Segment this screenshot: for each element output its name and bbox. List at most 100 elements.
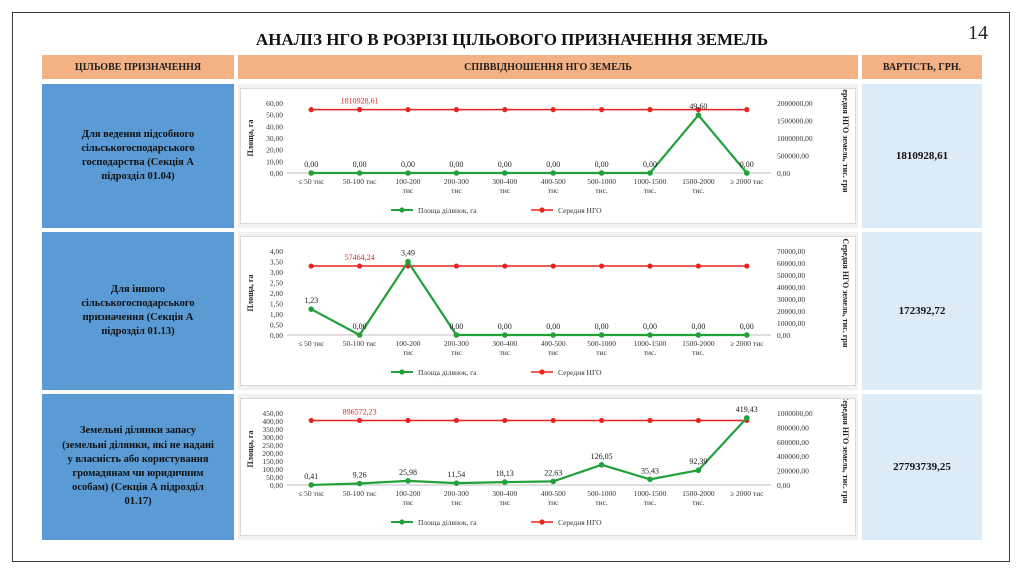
y2-tick-label: 0,00 (777, 169, 790, 178)
page-title: АНАЛІЗ НГО В РОЗРІЗІ ЦІЛЬОВОГО ПРИЗНАЧЕН… (255, 30, 769, 49)
ngo-data-label: 896572,23 (343, 407, 377, 416)
x-tick-label: ≥ 2000 тис (730, 177, 764, 186)
y2-axis-title: Середня НГО земель, тис. грн (841, 89, 850, 193)
y-tick-label: 60,00 (266, 99, 283, 108)
area-series-line (311, 113, 748, 175)
legend-area-marker (399, 207, 405, 213)
ngo-data-label: 1810928,61 (341, 97, 379, 106)
slide-number: 14 (968, 22, 988, 44)
y2-tick-label: 0,00 (777, 481, 790, 490)
area-point (308, 306, 314, 312)
area-point (647, 476, 653, 483)
ngo-point (599, 417, 605, 424)
ngo-point (695, 107, 701, 113)
area-data-label: 25,98 (399, 468, 417, 477)
x-tick-label: 100-200 тис (396, 177, 421, 195)
y-tick-label: 0,50 (270, 321, 283, 330)
area-data-label: 0,00 (740, 160, 754, 169)
x-tick-label: 400-500 тис (541, 339, 566, 357)
y-tick-label: 1,00 (270, 310, 283, 319)
y2-tick-label: 200000,00 (777, 467, 809, 476)
y2-tick-label: 500000,00 (777, 152, 809, 161)
y-tick-label: 150,00 (262, 457, 283, 466)
y2-tick-label: 2000000,00 (777, 99, 813, 108)
chart-3-svg: 450,00400,00350,00300,00250,00200,00150,… (246, 395, 850, 527)
ngo-data-label: 57464,24 (345, 253, 375, 262)
y-axis-title: Площа, га (246, 119, 255, 156)
y-tick-label: 50,00 (266, 111, 283, 120)
ngo-point (502, 417, 508, 424)
area-data-label: 419,43 (736, 405, 758, 414)
y2-axis-title: Середня НГО земель, тис. грн (841, 239, 850, 348)
x-tick-label: 1000-1500 тис. (634, 339, 667, 357)
area-point (308, 170, 314, 176)
y-axis-title: Площа, га (246, 430, 255, 467)
y-tick-label: 0,00 (270, 481, 283, 490)
y-tick-label: 10,00 (266, 157, 283, 166)
y-axis-title: Площа, га (246, 274, 255, 311)
area-point (598, 462, 605, 468)
y-tick-label: 450,00 (262, 409, 283, 418)
area-point (356, 480, 363, 487)
legend-ngo-marker (539, 369, 545, 375)
area-point (453, 332, 460, 338)
ngo-point (744, 107, 750, 113)
ngo-point (550, 417, 556, 424)
area-data-label: 0,41 (304, 472, 318, 481)
y2-tick-label: 40000,00 (777, 283, 805, 292)
x-tick-label: 100-200 тис (396, 339, 421, 357)
chart-cell-3: 450,00 400,00 350,00 300,00 250,00 200,00 150,… (238, 394, 858, 540)
ngo-point (357, 107, 363, 113)
area-point (502, 332, 508, 338)
x-tick-label: 400-500 тис (541, 489, 566, 507)
area-point (744, 415, 750, 421)
y-tick-label: 4,00 (270, 247, 283, 256)
chart-3: 450,00 400,00 350,00 300,00 250,00 200,00 150,… (240, 395, 856, 536)
area-point (405, 478, 411, 484)
area-data-label: 0,00 (304, 160, 318, 169)
area-point (502, 479, 508, 485)
area-point (744, 170, 750, 176)
row-label-3: Земельні ділянки запасу (земельні ділянк… (42, 394, 234, 540)
area-data-label: 18,13 (496, 469, 514, 478)
ngo-point (502, 107, 508, 113)
chart-2: 4,00 3,50 3,00 2,50 2,00 1,50 1,00 0,50 0,00 7000… (240, 236, 856, 386)
area-point (550, 478, 556, 485)
y-tick-label: 3,00 (270, 268, 283, 277)
x-tick-label: ≤ 50 тис (298, 339, 325, 348)
y2-tick-label: 20000,00 (777, 307, 805, 316)
y-tick-label: 400,00 (262, 417, 283, 426)
area-data-label: 0,00 (449, 160, 463, 169)
legend-ngo-marker (539, 207, 545, 213)
area-data-label: 0,00 (546, 160, 560, 169)
ngo-point (357, 417, 363, 424)
ngo-point (502, 263, 508, 269)
area-series-line (310, 259, 747, 337)
y-tick-label: 40,00 (266, 122, 283, 131)
area-point (695, 467, 702, 474)
x-tick-label: 400-500 тис (541, 177, 566, 195)
y-tick-label: 30,00 (266, 134, 283, 143)
y2-tick-label: 30000,00 (777, 295, 805, 304)
area-data-label: 0,00 (498, 322, 512, 331)
area-data-label: 0,00 (353, 322, 367, 331)
legend-ngo-label: Середня НГО (558, 368, 602, 377)
x-tick-label: 500-1000 тис. (587, 177, 616, 195)
y-tick-label: 200,00 (262, 449, 283, 458)
x-tick-label: 50-100 тис (343, 339, 377, 348)
y2-tick-label: 1000000,00 (777, 134, 813, 143)
header-purpose: Цільове призначення (42, 55, 234, 79)
ngo-point (550, 263, 556, 269)
y2-tick-label: 60000,00 (777, 259, 805, 268)
row-label-2: Для іншого сільськогосподарського призна… (42, 232, 234, 390)
area-data-label: 0,00 (643, 322, 657, 331)
ngo-point (357, 263, 363, 269)
area-data-label: 0,00 (740, 322, 754, 331)
header-ratio: Співвідношення НГО земель (238, 55, 858, 79)
x-tick-label: 500-1000 тис (587, 339, 616, 357)
area-data-label: 49,60 (689, 102, 707, 111)
area-point (695, 112, 702, 118)
x-tick-label: 200-300 тис (444, 339, 469, 357)
y-tick-label: 3,50 (270, 258, 283, 267)
ngo-point (453, 263, 459, 269)
